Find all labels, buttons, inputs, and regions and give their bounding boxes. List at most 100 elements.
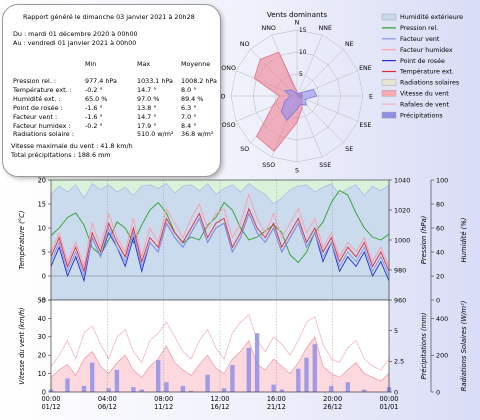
report-panel: Rapport généré le dimanche 03 janvier 20… — [2, 4, 221, 177]
wind-rose-direction-label: NNE — [319, 25, 332, 32]
rain-bar — [131, 387, 136, 392]
lower-x-tick-date: 01/01 — [379, 403, 398, 411]
legend-item: Précipitations — [381, 111, 443, 119]
lower-ylabel-right1: Précipitations (mm) — [420, 313, 428, 380]
legend-label: Température ext. — [399, 68, 454, 76]
rain-bar — [164, 382, 169, 392]
rain-bar — [139, 389, 144, 392]
lower-x-tick-time: 12:00 — [210, 395, 229, 403]
wind-rose-direction-label: SO — [240, 146, 249, 153]
wind-rose-direction-label: SSE — [319, 162, 331, 169]
stats-min: 65.0 % — [85, 94, 108, 103]
lower-left-tick-label: 10 — [38, 370, 46, 378]
lower-ylabel-right2: Radiations Solaires (W/m²) — [460, 301, 468, 392]
upper-right1-tick-label: 1040 — [394, 176, 410, 184]
lower-left-tick-label: 50 — [38, 296, 46, 304]
legend: Humidité extérieure Pression rel. Facteur … — [381, 13, 463, 119]
header-avg: Moyenne — [181, 60, 211, 68]
wind-rose-spoke — [296, 49, 344, 97]
max-wind-text: Vitesse maximale du vent : 41.8 km/h — [11, 142, 133, 150]
rain-bar — [156, 360, 161, 392]
upper-ylabel-right2: Humidité (%) — [460, 218, 468, 263]
rain-bar — [230, 365, 235, 392]
rain-bar — [312, 344, 317, 392]
legend-item: Point de rosée — [382, 57, 445, 65]
stats-avg: 7.0 ° — [181, 112, 197, 121]
legend-item: Pression rel. — [382, 25, 438, 32]
lower-left-tick-label: 20 — [38, 352, 46, 360]
rain-bar — [271, 384, 276, 392]
upper-right1-tick-label: 960 — [394, 296, 406, 304]
rain-bar — [114, 369, 120, 392]
wind-rose-tick-label: 15 — [299, 28, 307, 34]
upper-right2-tick-label: 100 — [436, 176, 448, 184]
stats-avg: 8.0 ° — [181, 85, 197, 94]
stats-max: 17.9 ° — [137, 121, 157, 130]
upper-right1-tick-label: 1000 — [394, 236, 410, 244]
lower-right1-tick-label: 2.5 — [394, 358, 404, 366]
legend-item: Rafales de vent — [382, 101, 450, 108]
stats-max: 14.7 ° — [137, 85, 157, 94]
gust-line — [50, 313, 390, 371]
upper-chart: -5 0 5 10 15 20 960 980 1000 1020 1040 0 20 40 60 80 100… — [18, 176, 468, 304]
upper-left-tick-label: 0 — [42, 272, 46, 280]
wind-rose-tick-label: 10 — [299, 50, 307, 56]
legend-label: Point de rosée — [400, 57, 445, 65]
lower-right1-tick-label: 5 — [394, 327, 398, 335]
legend-item: Radiations solaires — [381, 79, 459, 87]
rain-bar — [279, 389, 284, 392]
rain-bar — [221, 388, 227, 392]
upper-right2-tick-label: 0 — [436, 296, 440, 304]
stats-label: Facteur vent : — [13, 112, 58, 121]
upper-left-tick-label: 10 — [38, 224, 46, 232]
wind-rose-title: Vents dominants — [267, 10, 327, 19]
lower-x-tick-date: 11/12 — [154, 403, 173, 411]
rain-bar — [329, 385, 334, 392]
stats-max: 14.7 ° — [137, 112, 157, 121]
stats-avg: 8.4 ° — [181, 121, 197, 130]
legend-swatch — [381, 13, 397, 21]
upper-right1-tick-label: 1020 — [394, 206, 410, 214]
rain-bar — [205, 374, 210, 392]
upper-left-tick-label: 20 — [38, 176, 46, 184]
stats-min: -1.6 ° — [85, 112, 103, 121]
stats-label: Pression rel. : — [13, 77, 56, 85]
legend-label: Facteur vent — [400, 36, 440, 43]
total-rain-text: Total précipitations : 188.6 mm — [11, 151, 111, 159]
upper-ylabel-right1: Pression (hPa) — [420, 216, 428, 265]
wind-rose-direction-label: ONO — [221, 65, 236, 72]
legend-item: Facteur vent — [382, 36, 440, 43]
rain-bar — [246, 347, 251, 392]
upper-left-tick-label: -5 — [39, 296, 46, 304]
stats-max: 510.0 w/m² — [137, 130, 174, 139]
lower-x-tick-time: 16:00 — [267, 395, 286, 403]
stats-max: 1033.1 hPa — [137, 77, 173, 85]
lower-frame — [50, 299, 390, 393]
header-max: Max — [137, 60, 151, 68]
legend-item: Température ext. — [382, 68, 454, 76]
report-to: Au : vendredi 01 janvier 2021 à 00h00 — [13, 39, 137, 47]
stats-min: -1.6 ° — [85, 103, 103, 112]
stats-avg: 89.4 % — [181, 94, 204, 103]
lower-left-tick-label: 40 — [38, 315, 46, 323]
stats-max: 97.0 % — [137, 94, 160, 103]
wind-rose-direction-label: N — [295, 20, 300, 27]
stats-max: 13.8 ° — [137, 103, 157, 112]
rain-bar — [90, 362, 95, 392]
wind-rose-series — [280, 88, 318, 122]
upper-ylabel-left: Température (°C) — [18, 210, 26, 269]
legend-swatch — [381, 79, 397, 86]
lower-x-tick-date: 16/12 — [210, 403, 229, 411]
lower-x-tick-time: 00:00 — [379, 395, 398, 403]
stats-avg: 36.8 w/m² — [181, 130, 214, 139]
legend-label: Vitesse du vent — [400, 91, 449, 98]
lower-x-tick-time: 04:00 — [98, 395, 117, 403]
stats-avg: 6.3 ° — [181, 103, 197, 112]
rain-bar — [180, 385, 186, 392]
legend-label: Pression rel. — [400, 25, 438, 32]
upper-right2-tick-label: 40 — [436, 248, 444, 256]
stats-label: Point de rosée : — [13, 103, 63, 112]
